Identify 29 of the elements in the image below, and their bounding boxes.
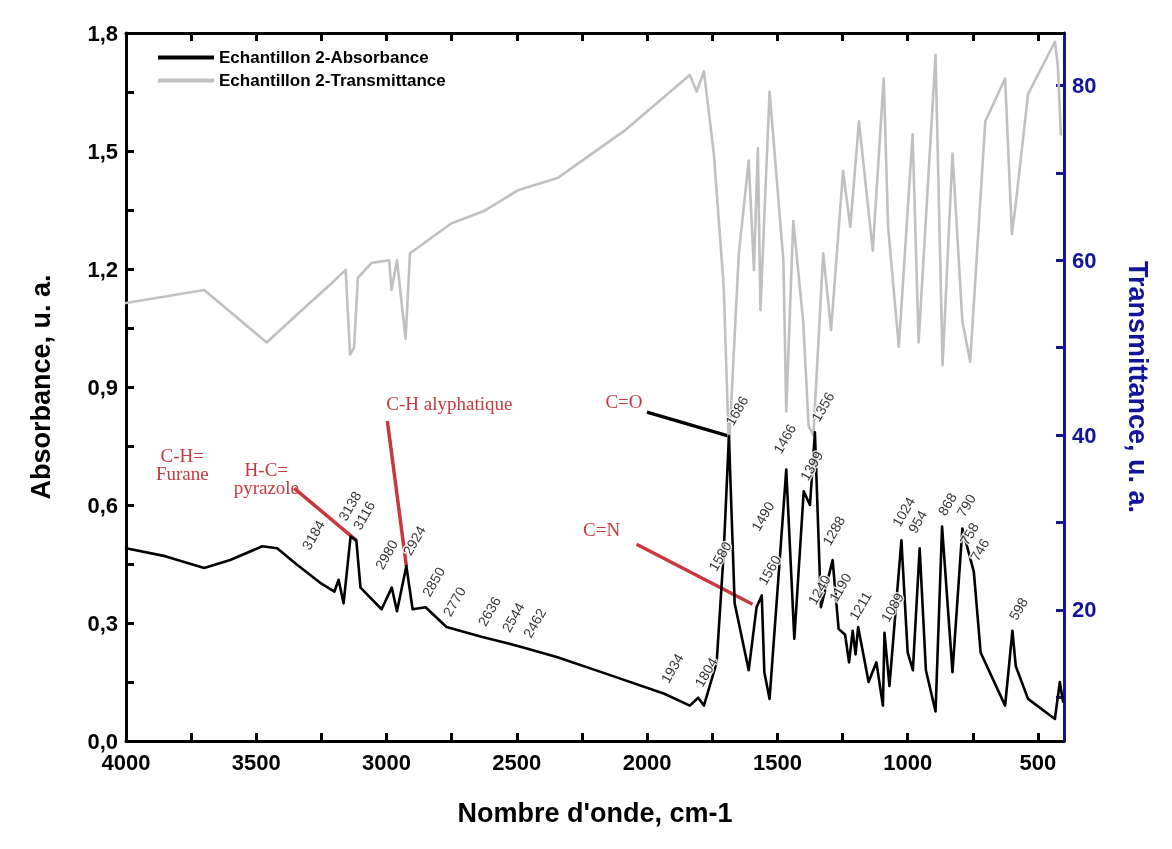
x-tick-label: 3500 xyxy=(231,749,281,775)
x-tick-label: 2000 xyxy=(622,749,672,775)
y-tick-label: 1,8 xyxy=(87,20,118,46)
annotation: C=O xyxy=(605,390,643,412)
y2-tick-label: 80 xyxy=(1072,72,1097,98)
y2-tick-label: 60 xyxy=(1072,247,1097,273)
legend-label: Echantillon 2-Absorbance xyxy=(219,48,429,67)
y-tick-label: 0,3 xyxy=(87,610,118,636)
x-tick-label: 2500 xyxy=(492,749,542,775)
x-tick-label: 500 xyxy=(1019,749,1057,775)
y-axis-title: Absorbance, u. a. xyxy=(25,274,56,500)
y-tick-label: 0,6 xyxy=(87,492,118,518)
annotation: C=N xyxy=(582,518,621,540)
annotation: C-H= Furane xyxy=(155,445,209,485)
y2-tick-label: 40 xyxy=(1072,422,1097,448)
y2-tick-label: 20 xyxy=(1072,597,1097,623)
x-tick-label: 3000 xyxy=(362,749,412,775)
annotation: 598 xyxy=(1005,594,1032,623)
x-tick-label: 1500 xyxy=(752,749,802,775)
y-tick-label: 0,9 xyxy=(87,374,118,400)
x-axis-title: Nombre d'onde, cm-1 xyxy=(457,797,733,828)
y-tick-label: 1,5 xyxy=(87,138,118,164)
y-tick-label: 1,2 xyxy=(87,256,118,282)
y-tick-label: 0,0 xyxy=(87,728,118,754)
x-tick-label: 1000 xyxy=(883,749,933,775)
annotation: C-H alyphatique xyxy=(386,393,513,415)
legend-label: Echantillon 2-Transmittance xyxy=(219,71,446,90)
y2-axis-title: Transmittance, u. a. xyxy=(1122,260,1153,514)
annotation: H-C= pyrazole xyxy=(233,458,300,498)
